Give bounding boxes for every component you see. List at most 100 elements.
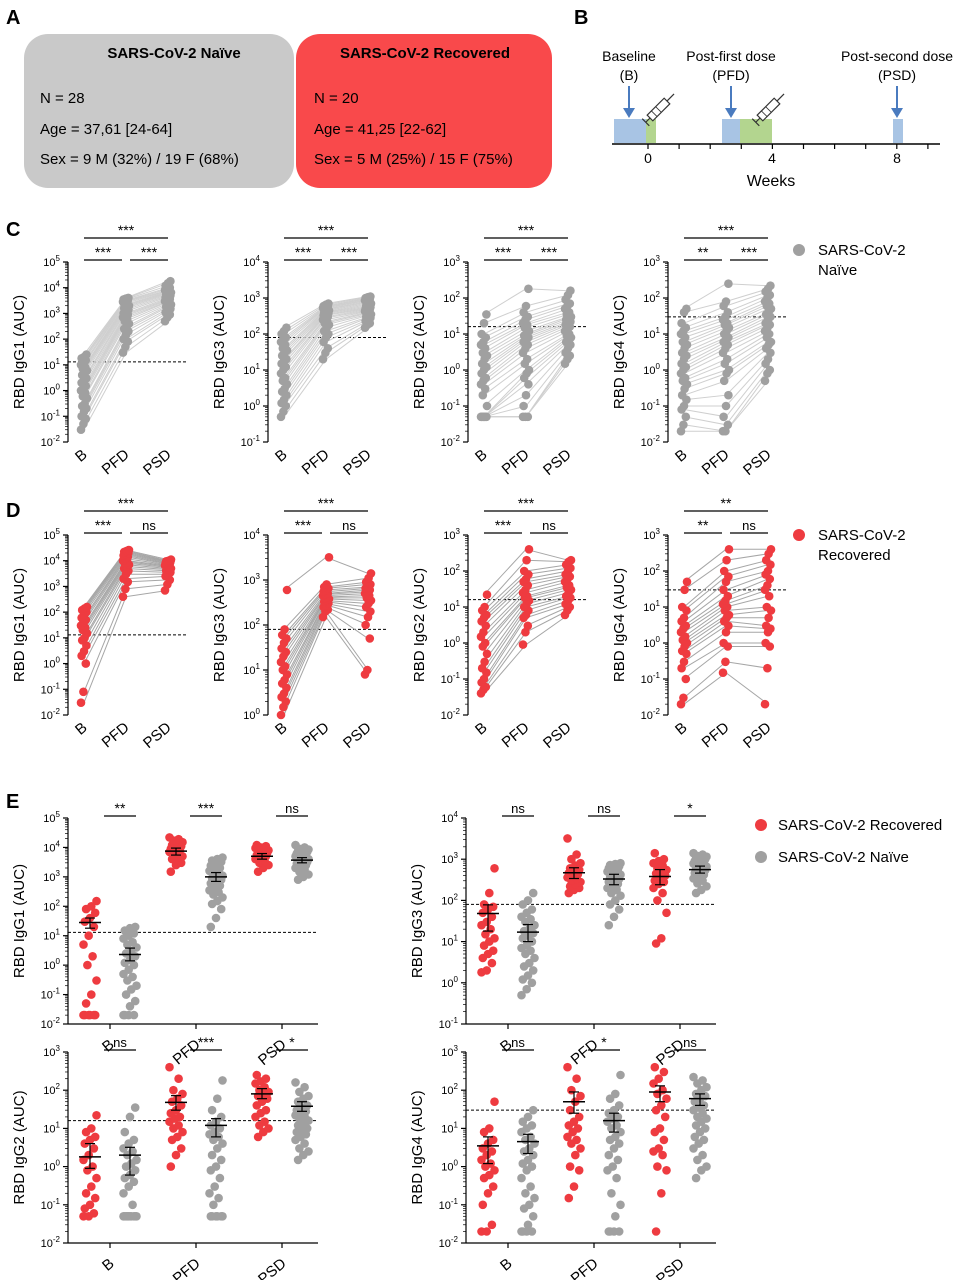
panel-d-plot-4-point-b: [682, 577, 692, 587]
panel-d-plot-3-point-psd: [566, 555, 576, 565]
panel-c-plot-2-point-psd: [366, 292, 375, 301]
panel-e-plot-4-point-naive: [689, 1072, 698, 1082]
panel-d-plot-3-x-tick-label: PSD: [540, 719, 575, 752]
panel-e-plot-4-point-recovered: [490, 1097, 499, 1106]
timeline-event-psd: Post-second dose: [841, 48, 953, 64]
panel-d-plot-3-point-pfd: [522, 555, 531, 565]
panel-d-plot-4-sig-label: ns: [742, 518, 756, 533]
panel-d-plot-4-sig-label: **: [721, 495, 732, 511]
panel-c-plot-3-y-tick-label: 102: [443, 290, 460, 305]
panel-c-plot-2-point-b: [282, 323, 291, 333]
timeline-event-pfd-abbr: (PFD): [712, 67, 749, 83]
panel-e-plot-1-point-recovered: [165, 833, 174, 842]
panel-c-plot-4-ylabel: RBD IgG4 (AUC): [611, 295, 628, 409]
panel-c-plot-4-point-psd: [760, 376, 770, 386]
panel-c-plot-3-point-b: [480, 412, 489, 422]
panel-c-plot-3-point-b: [482, 310, 491, 319]
panel-e-plot-3-x-tick-label: PFD: [170, 1255, 204, 1280]
panel-d-plot-1-y-tick-label: 10-2: [41, 707, 61, 722]
panel-e-plot-3-point-recovered: [176, 1144, 186, 1153]
panel-e-plot-3-point-naive: [130, 1166, 140, 1175]
panel-e-plot-1-ylabel: RBD IgG1 (AUC): [11, 864, 28, 978]
panel-e-plot-4-point-recovered: [490, 1166, 499, 1175]
panel-e-plot-3-point-naive: [209, 1200, 218, 1210]
panel-c-plot-2-sig-label: ***: [295, 244, 312, 260]
panel-e-plot-2-sig-label: *: [687, 800, 693, 816]
panel-c-plot-4-point-psd: [766, 281, 775, 291]
panel-d-plot-1-x-tick-label: B: [72, 719, 91, 738]
cohort-box-naive-bg: [24, 34, 294, 188]
panel-d-plot-4-y-tick-label: 101: [643, 599, 660, 614]
panel-c-plot-4-y-tick-label: 103: [643, 254, 660, 269]
panel-c-plot-3-point-pfd: [521, 301, 531, 311]
panel-e-plot-3-point-recovered: [175, 1112, 185, 1122]
panel-e-plot-2-point-recovered: [576, 858, 585, 868]
panel-e-plot-4-point-naive: [691, 1173, 701, 1183]
panel-d-plot-3-y-tick-label: 103: [443, 527, 460, 542]
panel-d-plot-4-y-tick-label: 103: [643, 527, 660, 542]
panel-e-plot-1-point-recovered: [92, 896, 101, 906]
panel-d-plot-4-point-b: [680, 585, 689, 595]
panel-e-plot-2-ylabel: RBD IgG3 (AUC): [409, 864, 426, 978]
legend-e-naive-marker: [755, 851, 767, 863]
panel-d-plot-1-x-tick-label: PFD: [99, 719, 133, 751]
panel-e-plot-2-y-tick-label: 10-1: [439, 1016, 459, 1031]
panel-d-plot-1-point-b: [79, 687, 88, 697]
panel-e-plot-1-point-recovered: [87, 902, 96, 911]
panel-e-plot-2-point-recovered: [658, 888, 667, 898]
panel-e-plot-3-point-recovered: [261, 1105, 271, 1115]
panel-e-plot-4-point-naive: [611, 1089, 620, 1099]
panel-e-plot-2-point-recovered: [487, 958, 497, 968]
panel-e-plot-4-point-naive: [616, 1070, 625, 1080]
panel-e-plot-4-point-naive: [525, 1200, 534, 1210]
panel-c-plot-3-sig-label: ***: [518, 222, 535, 238]
panel-e-plot-1-point-naive: [132, 981, 141, 990]
panel-c-plot-3-ylabel: RBD IgG2 (AUC): [411, 295, 428, 409]
panel-c-plot-4-sig-label: ***: [718, 222, 735, 238]
panel-c-plot-2-y-tick-label: 100: [243, 398, 260, 413]
panel-c-plot-1-y-tick-label: 105: [43, 254, 60, 269]
panel-e-plot-3-y-tick-label: 100: [43, 1159, 60, 1174]
panel-d-plot-2-point-b: [276, 710, 286, 720]
panel-e-plot-4-point-naive: [699, 1135, 709, 1145]
panel-d-plot-1-ylabel: RBD IgG1 (AUC): [11, 568, 28, 682]
panel-e-plot-4-point-naive: [528, 1212, 538, 1221]
panel-d-plot-1-y-tick-label: 100: [43, 656, 60, 671]
timeline-tick-label-8: 8: [893, 150, 901, 166]
panel-e-plot-4-point-recovered: [572, 1074, 581, 1083]
panel-e-plot-1-point-recovered: [166, 867, 176, 876]
panel-e-plot-4-x-tick-label: PSD: [653, 1255, 688, 1280]
timeline-event-baseline-abbr: (B): [620, 67, 639, 83]
panel-c-plot-3-point-b: [482, 401, 492, 411]
panel-e-plot-4-y-tick-label: 10-1: [439, 1197, 459, 1212]
panel-c-plot-2-sig-label: ***: [341, 244, 358, 260]
panel-d-plot-4-y-tick-label: 10-1: [641, 671, 661, 686]
panel-e-plot-2-point-recovered: [572, 850, 581, 859]
panel-e-plot-4-point-naive: [616, 1127, 625, 1137]
panel-c-plot-2-x-tick-label: PSD: [340, 446, 375, 479]
panel-e-plot-4-point-naive: [702, 1082, 711, 1092]
panel-e-plot-2-point-naive: [526, 914, 535, 924]
panel-e-plot-1-point-recovered: [88, 952, 97, 961]
panel-c-plot-1-y-tick-label: 104: [43, 280, 60, 295]
panel-e-plot-1-x-tick-label: PSD: [255, 1036, 290, 1069]
panel-e-plot-4-point-naive: [612, 1173, 621, 1183]
panel-e-plot-1-point-recovered: [174, 834, 183, 844]
panel-e-plot-1-point-recovered: [84, 931, 93, 940]
panel-e-plot-1-point-naive: [300, 843, 309, 852]
panel-e-plot-4-point-recovered: [487, 1220, 497, 1230]
panel-e-plot-1-point-recovered: [79, 940, 88, 949]
panel-d-plot-3-y-tick-label: 101: [443, 599, 460, 614]
panel-e-plot-4-point-recovered: [483, 1189, 493, 1198]
panel-c-plot-2-y-tick-label: 10-1: [241, 434, 261, 449]
panel-d-plot-4-point-pfd: [724, 545, 734, 554]
panel-e-plot-4-y-tick-label: 100: [441, 1159, 458, 1174]
panel-c-plot-1-point-b: [82, 350, 91, 359]
panel-e-plot-2-point-recovered: [490, 934, 499, 943]
panel-e-plot-1-point-naive: [291, 840, 300, 850]
panel-d-plot-1-y-tick-label: 10-1: [41, 681, 61, 696]
panel-e-plot-4-point-recovered: [574, 1112, 584, 1122]
panel-e-plot-2-point-naive: [523, 896, 533, 905]
panel-d-plot-2-x-tick-label: PFD: [299, 719, 333, 751]
panel-d-plot-2-point-b: [282, 585, 292, 595]
